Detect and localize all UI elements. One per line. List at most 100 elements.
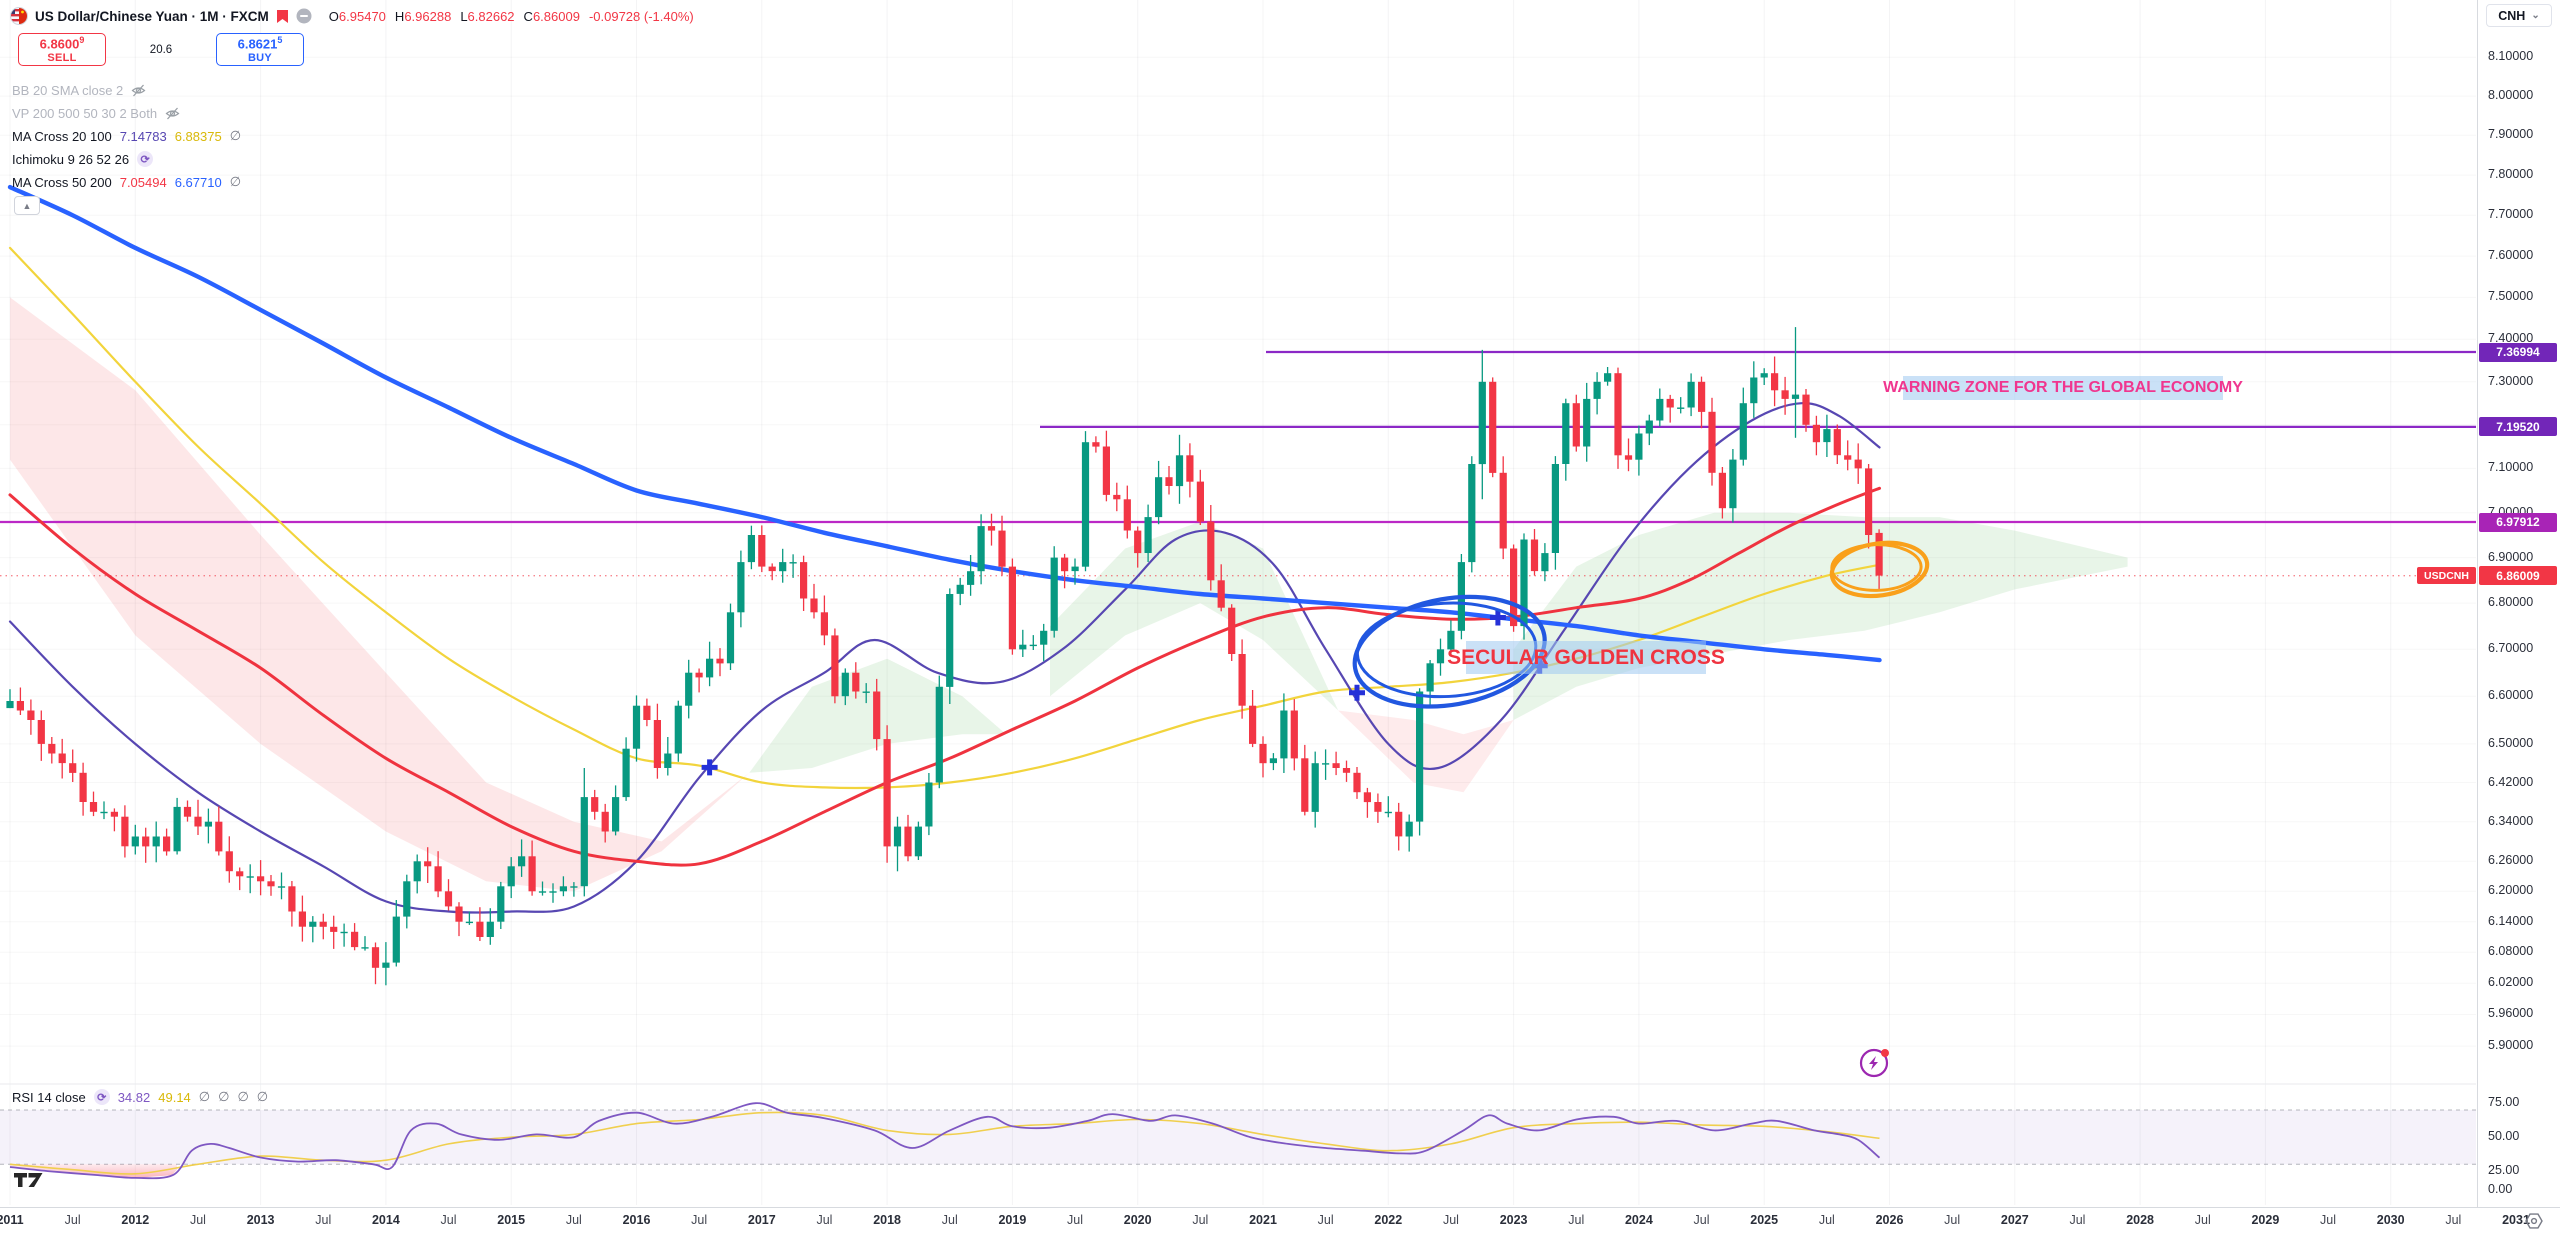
time-tick-month: Jul <box>2194 1213 2211 1227</box>
price-tick-label: 6.20000 <box>2488 883 2534 898</box>
timezone-settings-icon[interactable] <box>2524 1211 2544 1233</box>
indicator-name: Ichimoku 9 26 52 26 <box>12 151 130 167</box>
time-tick-year: 2022 <box>1374 1213 1403 1227</box>
freehand-ellipse-current-price[interactable] <box>1826 533 1931 603</box>
time-tick-year: 2011 <box>0 1213 24 1227</box>
empty-value-icon: ∅ <box>237 1089 249 1104</box>
time-tick-year: 2023 <box>1499 1213 1528 1227</box>
rsi-tick-label: 50.00 <box>2488 1129 2520 1144</box>
indicator-value: 6.67710 <box>174 174 222 190</box>
ma-line <box>7 184 1882 663</box>
price-tick-label: 7.90000 <box>2488 127 2534 142</box>
collapse-circle-icon[interactable] <box>296 8 312 24</box>
time-tick-month: Jul <box>1818 1213 1835 1227</box>
time-tick-month: Jul <box>2069 1213 2086 1227</box>
rsi-line <box>9 1102 1881 1180</box>
ichimoku-cloud <box>1050 521 1339 711</box>
price-tick-label: 6.02000 <box>2488 975 2534 990</box>
rsi-tick-label: 75.00 <box>2488 1095 2520 1110</box>
low-value: 6.82662 <box>467 8 515 24</box>
time-tick-month: Jul <box>941 1213 958 1227</box>
price-tick-label: 7.30000 <box>2488 373 2534 388</box>
price-tick-label: 7.70000 <box>2488 207 2534 222</box>
level-price-badge: 7.19520 <box>2479 417 2557 437</box>
price-tick-label: 8.10000 <box>2488 49 2534 64</box>
time-tick-year: 2026 <box>1875 1213 1904 1227</box>
time-tick-month: Jul <box>1317 1213 1334 1227</box>
indicator-row[interactable]: VP 200 500 50 30 2 Both <box>12 103 180 123</box>
time-tick-month: Jul <box>1192 1213 1209 1227</box>
time-tick-year: 2012 <box>121 1213 150 1227</box>
symbol-last-price-tag: USDCNH <box>2417 567 2476 585</box>
time-tick-year: 2029 <box>2251 1213 2280 1227</box>
legend-collapse-button[interactable]: ▲ <box>14 196 40 215</box>
time-tick-year: 2020 <box>1123 1213 1152 1227</box>
time-tick-month: Jul <box>2445 1213 2462 1227</box>
time-tick-month: Jul <box>1067 1213 1084 1227</box>
price-tick-label: 6.70000 <box>2488 641 2534 656</box>
price-tick-label: 6.14000 <box>2488 913 2534 928</box>
event-lightning-icon[interactable] <box>1859 1048 1889 1078</box>
rsi-tick-label: 25.00 <box>2488 1163 2520 1178</box>
symbol-title[interactable]: US Dollar/Chinese Yuan · 1M · FXCM <box>35 8 269 24</box>
rsi-band <box>0 1110 2476 1165</box>
ma-cross-marker <box>1489 609 1506 626</box>
buy-button[interactable]: 6.86215 BUY <box>216 33 304 66</box>
last-price-badge: 6.86009 <box>2479 566 2557 586</box>
chevron-down-icon: ⌄ <box>2531 10 2540 21</box>
annotation-warning-zone[interactable]: WARNING ZONE FOR THE GLOBAL ECONOMY <box>1883 376 2243 400</box>
empty-value-icon: ∅ <box>229 128 242 143</box>
annotation-golden-cross[interactable]: SECULAR GOLDEN CROSS <box>1447 641 1725 674</box>
tradingview-logo[interactable] <box>14 1173 43 1187</box>
spread-value: 20.6 <box>149 43 173 56</box>
indicator-name: MA Cross 20 100 <box>12 128 112 144</box>
time-axis[interactable]: 2011 Jul 2012 Jul 2013 Jul 2014 Jul 2015 Jul 2016 J… <box>0 1207 2560 1233</box>
eye-off-icon[interactable] <box>131 83 146 98</box>
symbol-flag-icon <box>10 7 28 25</box>
empty-value-icon: ∅ <box>218 1089 230 1104</box>
indicator-loading-icon: ⟳ <box>93 1089 110 1105</box>
time-tick-year: 2014 <box>371 1213 400 1227</box>
price-tick-label: 6.60000 <box>2488 688 2534 703</box>
trade-panel: 6.86009 SELL 20.6 6.86215 BUY <box>18 33 304 66</box>
price-tick-label: 7.10000 <box>2488 460 2534 475</box>
time-tick-month: Jul <box>816 1213 833 1227</box>
price-tick-label: 6.26000 <box>2488 853 2534 868</box>
time-tick-year: 2019 <box>998 1213 1027 1227</box>
indicator-value: 7.14783 <box>119 128 167 144</box>
empty-value-icon: ∅ <box>229 174 242 189</box>
eye-off-icon[interactable] <box>165 106 180 121</box>
currency-unit-button[interactable]: CNH ⌄ <box>2486 4 2552 27</box>
rsi-indicator-row[interactable]: RSI 14 close ⟳ 34.82 49.14 ∅ ∅ ∅ ∅ <box>12 1087 268 1107</box>
rsi-oversold-zone <box>375 1164 392 1167</box>
price-tick-label: 6.90000 <box>2488 549 2534 564</box>
level-price-badge: 7.36994 <box>2479 342 2557 362</box>
time-tick-month: Jul <box>1568 1213 1585 1227</box>
time-tick-month: Jul <box>1944 1213 1961 1227</box>
flagged-bookmark-icon[interactable] <box>276 9 289 24</box>
symbol-header: US Dollar/Chinese Yuan · 1M · FXCM O6.95… <box>10 5 694 27</box>
price-axis[interactable]: CNH ⌄ 8.10000 8.00000 7.90000 7.80000 7.70000… <box>2477 0 2560 1207</box>
time-tick-year: 2024 <box>1624 1213 1653 1227</box>
ichimoku-cloud <box>10 297 750 892</box>
indicator-row[interactable]: MA Cross 50 200 7.05494 6.67710 ∅ <box>12 172 241 192</box>
ohlc-values: O6.95470 H6.96288 L6.82662 C6.86009 -0.0… <box>328 8 694 24</box>
indicator-row[interactable]: BB 20 SMA close 2 <box>12 80 146 100</box>
indicator-row[interactable]: MA Cross 20 100 7.14783 6.88375 ∅ <box>12 126 241 146</box>
ma-cross-marker <box>701 759 718 776</box>
ichimoku-cloud <box>1338 710 1514 793</box>
indicator-row[interactable]: Ichimoku 9 26 52 26 ⟳ <box>12 149 154 169</box>
time-tick-month: Jul <box>1693 1213 1710 1227</box>
price-tick-label: 6.80000 <box>2488 595 2534 610</box>
indicator-name: VP 200 500 50 30 2 Both <box>12 105 158 121</box>
time-tick-month: Jul <box>440 1213 457 1227</box>
ichimoku-cloud <box>1513 512 2128 720</box>
time-tick-month: Jul <box>64 1213 81 1227</box>
time-tick-month: Jul <box>691 1213 708 1227</box>
indicator-loading-icon: ⟳ <box>137 151 154 167</box>
time-tick-month: Jul <box>565 1213 582 1227</box>
sell-button[interactable]: 6.86009 SELL <box>18 33 106 66</box>
